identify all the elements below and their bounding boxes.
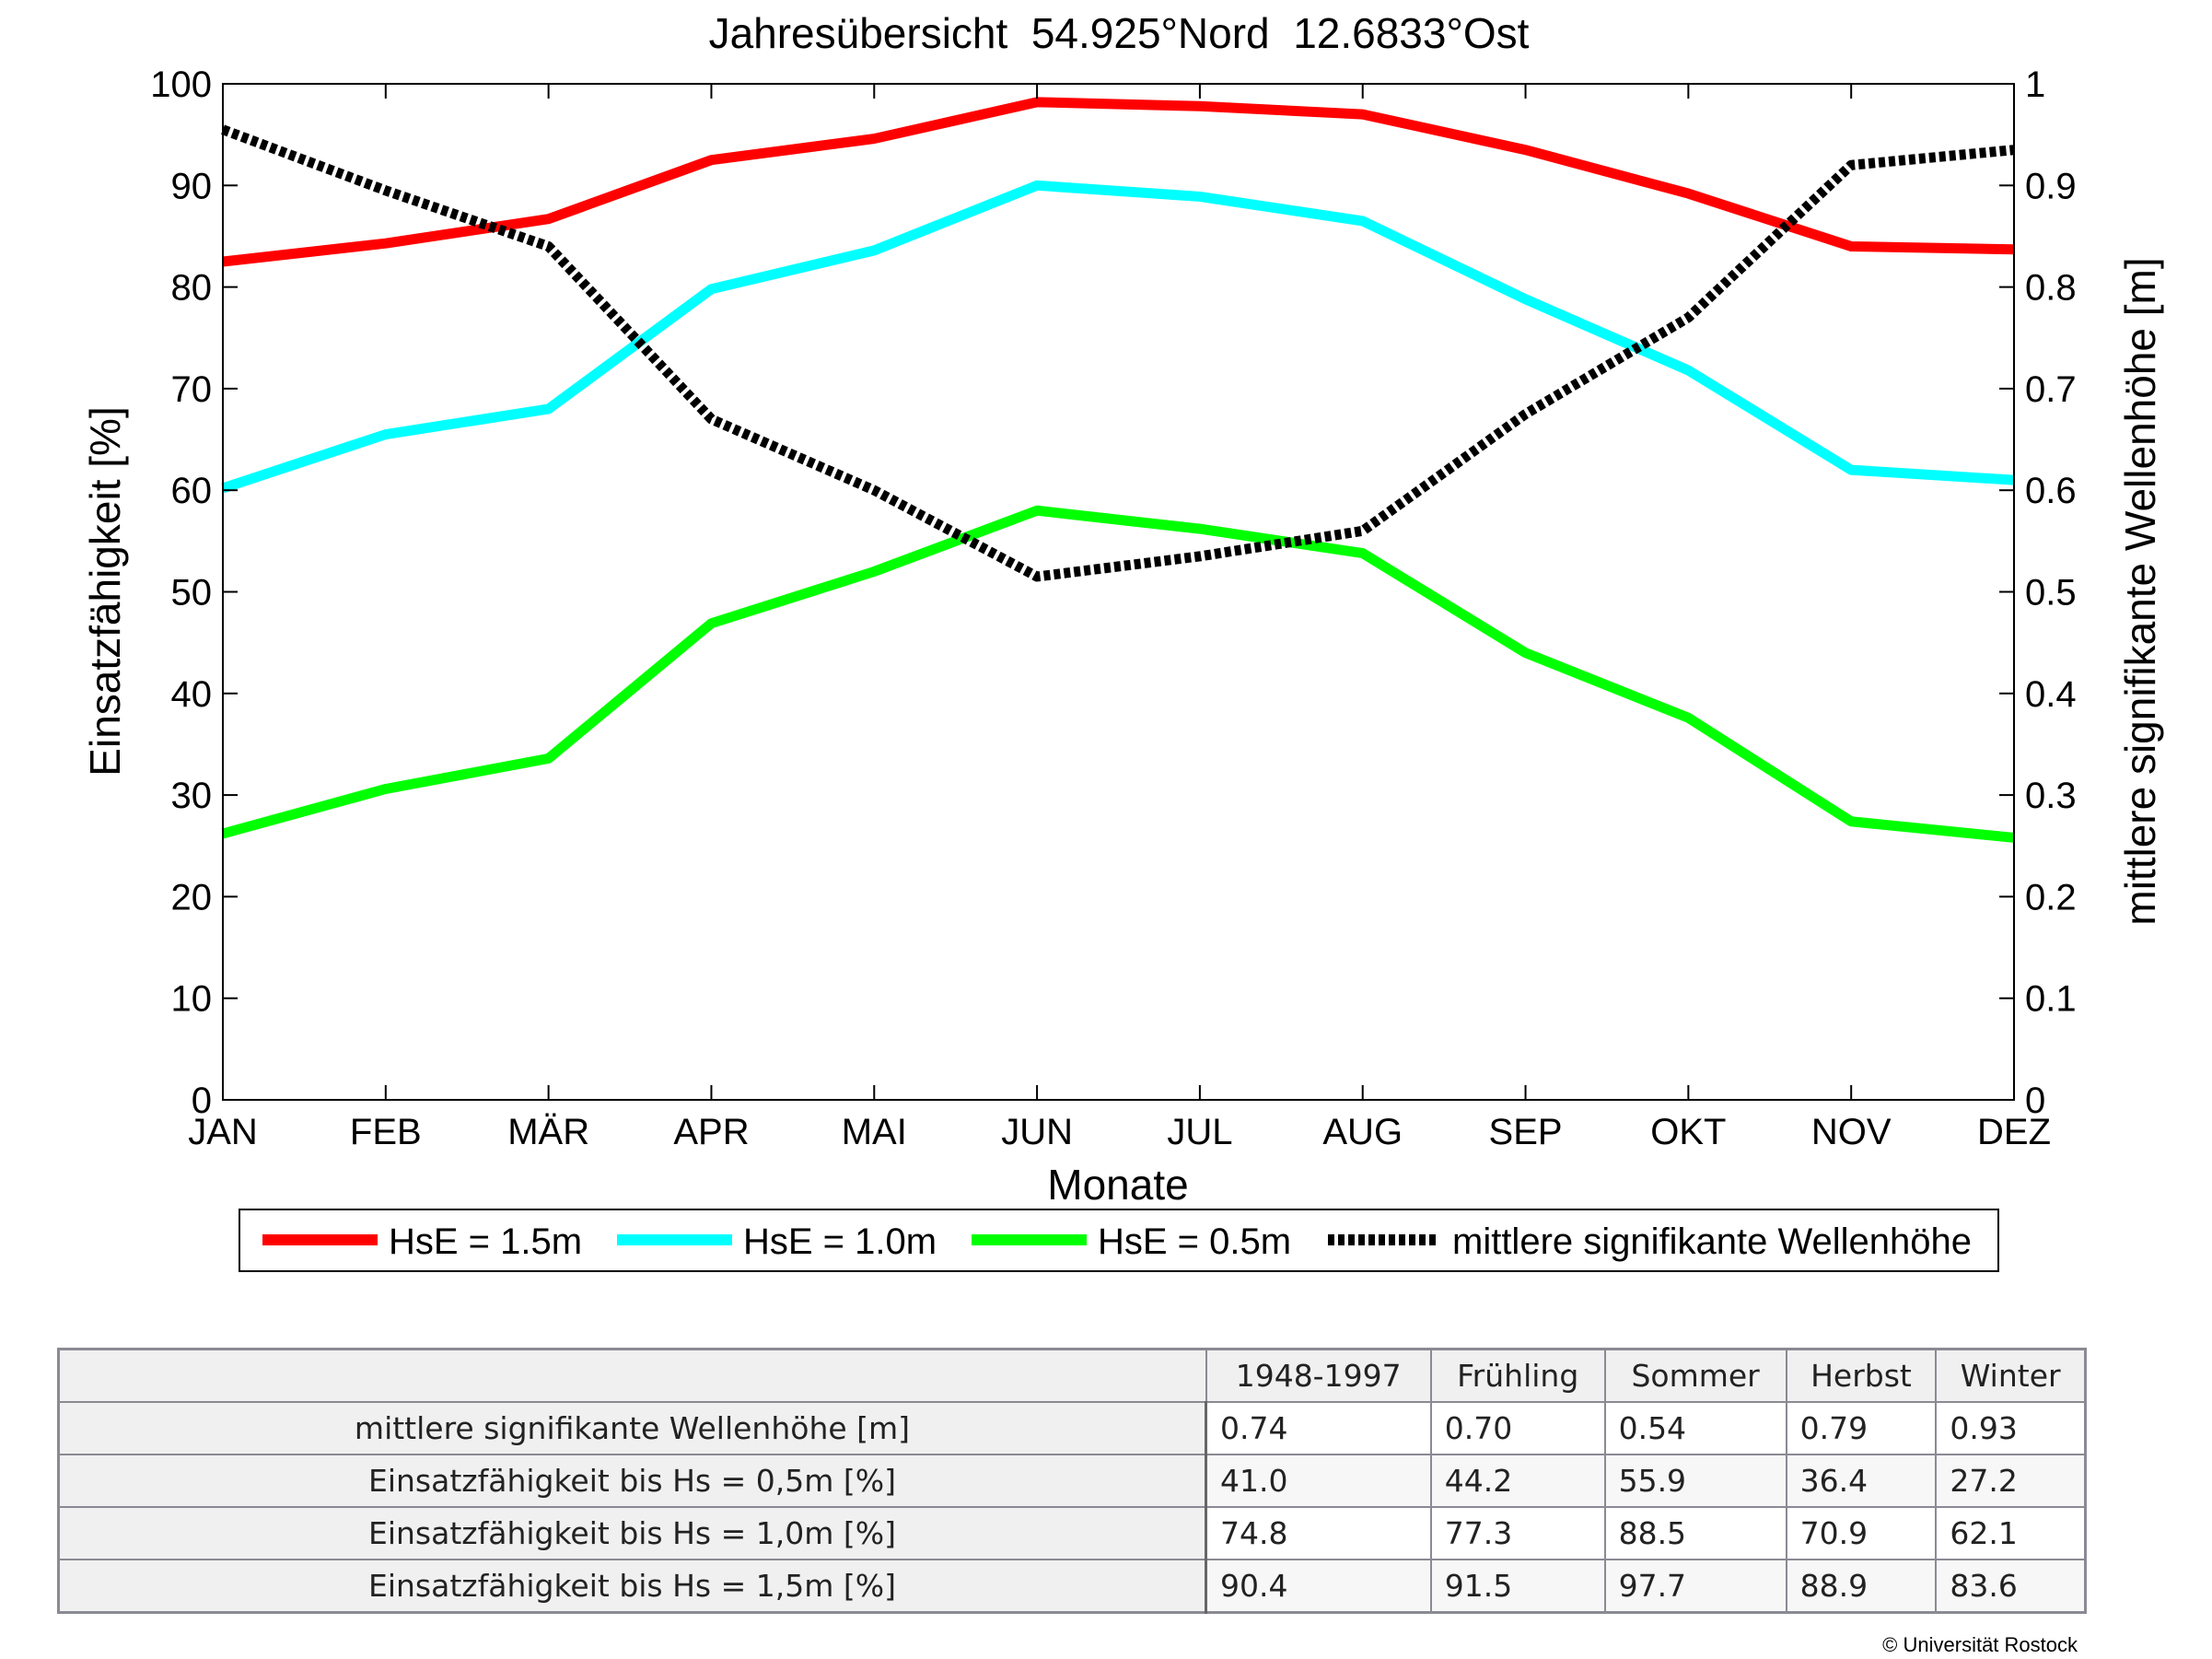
table-header: Herbst xyxy=(1785,1348,1938,1403)
x-tick-label: JAN xyxy=(188,1112,258,1152)
x-tick-label: JUL xyxy=(1167,1112,1232,1152)
y-tick-label: 40 xyxy=(171,674,213,715)
table-cell: 97.7 xyxy=(1603,1559,1787,1614)
table-cell: 62.1 xyxy=(1935,1506,2087,1560)
table-cell: 0.70 xyxy=(1429,1401,1606,1455)
y-axis-label: Einsatzfähigkeit [%] xyxy=(81,406,129,776)
x-tick-label: OKT xyxy=(1650,1112,1726,1152)
table-cell: 88.5 xyxy=(1603,1506,1787,1560)
table-cell: 55.9 xyxy=(1603,1454,1787,1508)
legend: HsE = 1.5m HsE = 1.0m HsE = 0.5m mittler… xyxy=(239,1209,1999,1272)
legend-label: HsE = 1.0m xyxy=(743,1221,937,1262)
y2-tick-label: 0.2 xyxy=(2025,877,2077,917)
table-cell: 88.9 xyxy=(1785,1559,1938,1614)
series-line-2 xyxy=(221,505,2015,843)
row-label: mittlere signifikante Wellenhöhe [m] xyxy=(57,1401,1207,1455)
copyright: © Universität Rostock xyxy=(1882,1633,2078,1656)
table-cell: 0.79 xyxy=(1785,1401,1938,1455)
y-tick-label: 60 xyxy=(171,471,213,511)
plot-frame xyxy=(222,83,2015,1101)
table-cell: 70.9 xyxy=(1785,1506,1938,1560)
x-tick-label: MAI xyxy=(842,1112,907,1152)
table-header: Sommer xyxy=(1603,1348,1787,1403)
x-tick-label: SEP xyxy=(1489,1112,1563,1152)
x-tick-label: DEZ xyxy=(1977,1112,2051,1152)
series-line-1 xyxy=(221,180,2015,494)
legend-label: HsE = 0.5m xyxy=(1098,1221,1291,1262)
table-cell: 90.4 xyxy=(1205,1559,1432,1614)
series-lines xyxy=(221,97,2015,843)
table-cell: 91.5 xyxy=(1429,1559,1606,1614)
x-tick-label: APR xyxy=(673,1112,749,1152)
y2-tick-label: 0.6 xyxy=(2025,471,2077,511)
x-tick-label: NOV xyxy=(1811,1112,1892,1152)
axis-ticks: JAN FEB MÄR APR MAI JUN JUL AUG SEP OKT NOV DEZ0102… xyxy=(150,64,2076,1152)
legend-box xyxy=(239,1209,1999,1272)
legend-label: mittlere signifikante Wellenhöhe xyxy=(1452,1221,1972,1262)
chart-title: Jahresübersicht 54.925°Nord 12.6833°Ost xyxy=(709,9,1530,57)
y2-axis-label: mittlere signifikante Wellenhöhe [m] xyxy=(2116,257,2164,925)
y-tick-label: 100 xyxy=(150,64,212,105)
table-cell: 27.2 xyxy=(1935,1454,2087,1508)
y2-tick-label: 0.7 xyxy=(2025,369,2077,410)
y2-tick-label: 0.5 xyxy=(2025,573,2077,613)
x-tick-label: JUN xyxy=(1001,1112,1073,1152)
y-tick-label: 20 xyxy=(171,877,213,917)
table-cell: 83.6 xyxy=(1935,1559,2087,1614)
y2-tick-label: 0.1 xyxy=(2025,979,2077,1020)
y-tick-label: 0 xyxy=(192,1081,212,1121)
table-cell: 41.0 xyxy=(1205,1454,1432,1508)
row-label: Einsatzfähigkeit bis Hs = 1,0m [%] xyxy=(57,1506,1207,1560)
table-row: Einsatzfähigkeit bis Hs = 1,0m [%] 74.8 … xyxy=(57,1506,2087,1560)
series-line-3 xyxy=(221,124,2015,582)
y-tick-label: 70 xyxy=(171,369,213,410)
table-cell: 0.74 xyxy=(1205,1401,1432,1455)
table-row: Einsatzfähigkeit bis Hs = 0,5m [%] 41.0 … xyxy=(57,1454,2087,1508)
y-tick-label: 10 xyxy=(171,979,213,1020)
table-header xyxy=(57,1348,1207,1403)
table-cell: 44.2 xyxy=(1429,1454,1606,1508)
y2-tick-label: 0 xyxy=(2025,1081,2045,1121)
legend-label: HsE = 1.5m xyxy=(389,1221,582,1262)
y2-tick-label: 0.3 xyxy=(2025,776,2077,816)
summary-table: 1948-1997 Frühling Sommer Herbst Winter … xyxy=(57,1348,2087,1614)
y2-tick-label: 0.8 xyxy=(2025,268,2077,309)
table-cell: 0.93 xyxy=(1935,1401,2087,1455)
x-tick-label: MÄR xyxy=(507,1112,589,1152)
table-row: mittlere signifikante Wellenhöhe [m] 0.7… xyxy=(57,1401,2087,1455)
row-label: Einsatzfähigkeit bis Hs = 0,5m [%] xyxy=(57,1454,1207,1508)
x-axis-label: Monate xyxy=(1047,1161,1188,1209)
x-tick-label: AUG xyxy=(1322,1112,1403,1152)
x-tick-label: FEB xyxy=(350,1112,422,1152)
table-cell: 77.3 xyxy=(1429,1506,1606,1560)
series-line-0 xyxy=(222,97,2015,267)
y2-tick-label: 0.9 xyxy=(2025,166,2077,206)
table-cell: 74.8 xyxy=(1205,1506,1432,1560)
table-header-row: 1948-1997 Frühling Sommer Herbst Winter xyxy=(57,1348,2087,1403)
y-tick-label: 50 xyxy=(171,573,213,613)
table-row: Einsatzfähigkeit bis Hs = 1,5m [%] 90.4 … xyxy=(57,1559,2087,1614)
y-tick-label: 30 xyxy=(171,776,213,816)
table-cell: 36.4 xyxy=(1785,1454,1938,1508)
table-header: Frühling xyxy=(1429,1348,1606,1403)
y-tick-label: 80 xyxy=(171,268,213,309)
y2-tick-label: 1 xyxy=(2025,64,2045,105)
table-header: Winter xyxy=(1935,1348,2087,1403)
table-header: 1948-1997 xyxy=(1205,1348,1432,1403)
y2-tick-label: 0.4 xyxy=(2025,674,2077,715)
y-tick-label: 90 xyxy=(171,166,213,206)
table-cell: 0.54 xyxy=(1603,1401,1787,1455)
row-label: Einsatzfähigkeit bis Hs = 1,5m [%] xyxy=(57,1559,1207,1614)
